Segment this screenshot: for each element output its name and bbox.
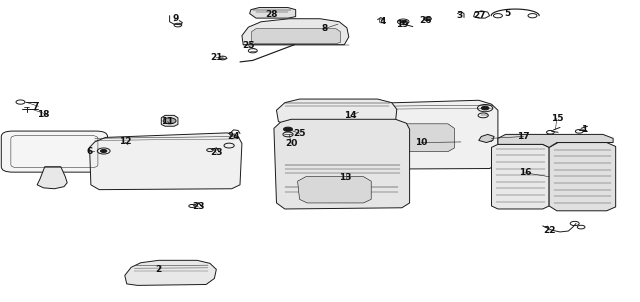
Text: 1: 1	[580, 125, 587, 134]
Circle shape	[481, 106, 489, 110]
Polygon shape	[479, 134, 494, 143]
Text: 15: 15	[550, 114, 563, 123]
Text: 5: 5	[504, 9, 510, 18]
Text: 6: 6	[86, 146, 93, 156]
Polygon shape	[389, 124, 454, 152]
Text: 22: 22	[543, 226, 556, 235]
Text: 8: 8	[321, 24, 328, 33]
Polygon shape	[362, 100, 498, 169]
Circle shape	[424, 17, 431, 21]
Text: 27: 27	[474, 11, 486, 20]
FancyBboxPatch shape	[1, 131, 108, 172]
Circle shape	[100, 149, 107, 153]
Text: 17: 17	[517, 132, 530, 141]
Polygon shape	[242, 19, 349, 45]
Polygon shape	[252, 29, 340, 44]
Text: 4: 4	[380, 17, 386, 26]
Circle shape	[284, 127, 292, 131]
Text: 24: 24	[227, 132, 240, 141]
Text: 16: 16	[518, 168, 531, 177]
Text: 25: 25	[242, 41, 255, 50]
Text: 18: 18	[37, 110, 50, 119]
Text: 23: 23	[192, 202, 205, 211]
Polygon shape	[250, 8, 296, 18]
Polygon shape	[498, 134, 613, 147]
Text: 9: 9	[173, 14, 179, 23]
Circle shape	[401, 21, 406, 23]
Polygon shape	[125, 260, 216, 285]
Text: 13: 13	[339, 173, 352, 182]
Polygon shape	[90, 133, 242, 190]
Text: 10: 10	[415, 138, 428, 147]
Text: 11: 11	[161, 117, 174, 126]
Text: 23: 23	[210, 148, 223, 157]
Circle shape	[163, 118, 176, 124]
Polygon shape	[276, 99, 397, 126]
Text: 28: 28	[266, 10, 278, 19]
Polygon shape	[37, 167, 67, 189]
Polygon shape	[298, 177, 371, 203]
Text: 7: 7	[32, 102, 38, 111]
Text: 12: 12	[118, 137, 131, 146]
Polygon shape	[492, 144, 549, 209]
Text: 2: 2	[156, 265, 162, 274]
Text: 20: 20	[285, 139, 298, 148]
Text: 14: 14	[344, 111, 357, 120]
Text: 21: 21	[210, 53, 223, 62]
Text: 26: 26	[419, 16, 432, 25]
Polygon shape	[161, 115, 178, 126]
Text: 19: 19	[396, 20, 408, 29]
Text: 3: 3	[456, 11, 463, 20]
Polygon shape	[274, 119, 410, 209]
Polygon shape	[549, 143, 616, 211]
Text: 25: 25	[293, 129, 306, 138]
